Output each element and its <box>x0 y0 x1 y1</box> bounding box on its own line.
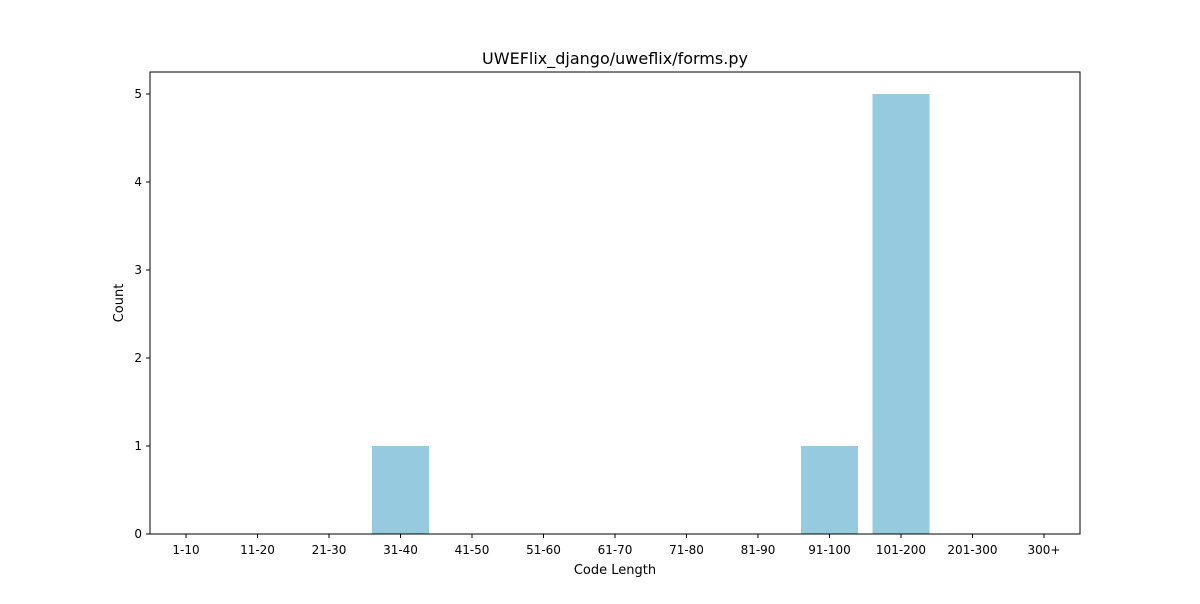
y-tick-label: 0 <box>134 527 142 541</box>
y-axis-label: Count <box>112 284 127 323</box>
y-tick-label: 1 <box>134 439 142 453</box>
x-tick-label: 1-10 <box>172 543 199 557</box>
y-tick-label: 3 <box>134 263 142 277</box>
bar-91-100 <box>801 446 858 534</box>
x-tick-label: 91-100 <box>808 543 851 557</box>
y-tick-label: 2 <box>134 351 142 365</box>
x-tick-label: 21-30 <box>312 543 347 557</box>
x-axis-label: Code Length <box>574 563 656 578</box>
y-tick-label: 4 <box>134 175 142 189</box>
chart-title: UWEFlix_django/uweflix/forms.py <box>482 49 748 69</box>
y-axis-ticks: 0 1 2 3 4 5 <box>134 87 150 541</box>
x-tick-label: 300+ <box>1028 543 1061 557</box>
x-tick-label: 71-80 <box>669 543 704 557</box>
x-tick-label: 11-20 <box>240 543 275 557</box>
bar-31-40 <box>372 446 429 534</box>
x-tick-label: 41-50 <box>455 543 490 557</box>
x-axis-ticks: 1-10 11-20 21-30 31-40 41-50 51-60 61-70 71-80 8… <box>172 534 1060 557</box>
x-tick-label: 101-200 <box>876 543 926 557</box>
x-tick-label: 61-70 <box>598 543 633 557</box>
y-tick-label: 5 <box>134 87 142 101</box>
bars-group <box>372 94 930 534</box>
x-tick-label: 31-40 <box>383 543 418 557</box>
x-tick-label: 51-60 <box>526 543 561 557</box>
bar-101-200 <box>872 94 930 534</box>
plot-frame <box>149 71 1081 535</box>
x-tick-label: 201-300 <box>947 543 997 557</box>
x-tick-label: 81-90 <box>741 543 776 557</box>
